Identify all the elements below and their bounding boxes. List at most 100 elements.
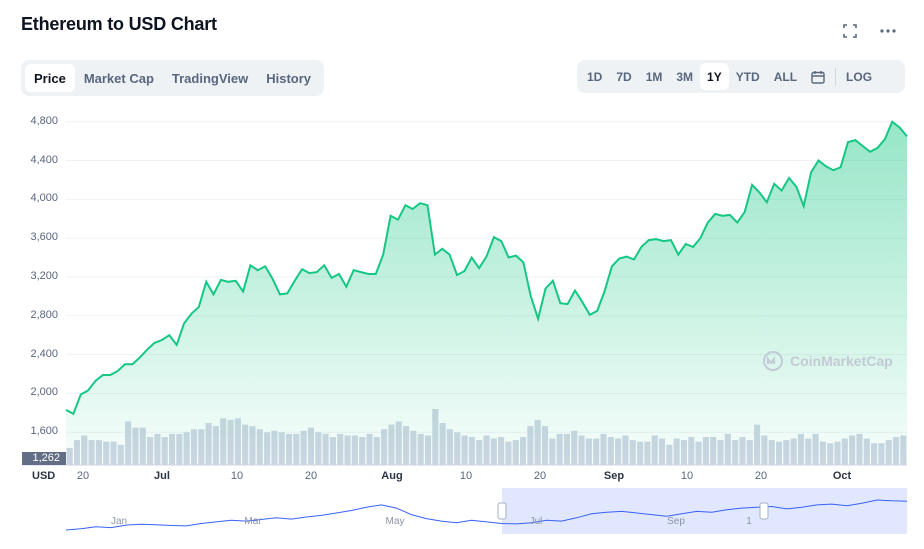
fullscreen-icon[interactable] (839, 20, 861, 42)
volume-bar (410, 430, 417, 465)
volume-bar (168, 433, 176, 465)
volume-bar (797, 433, 805, 465)
volume-bar (117, 444, 124, 465)
navigator-label: Jan (110, 516, 128, 527)
tab-price[interactable]: Price (25, 64, 75, 92)
volume-bar (505, 441, 512, 465)
volume-bar (571, 430, 578, 465)
more-icon[interactable] (877, 20, 899, 42)
volume-bar (549, 438, 556, 465)
range-ytd-button[interactable]: YTD (735, 69, 760, 84)
volume-bar (871, 443, 878, 465)
volume-bar (812, 433, 819, 465)
tab-tradingview[interactable]: TradingView (171, 70, 249, 86)
volume-bar (66, 447, 73, 465)
volume-bar (337, 433, 344, 465)
volume-bar (600, 433, 607, 465)
volume-bar (132, 427, 139, 465)
volume-bar (147, 437, 154, 465)
volume-bar (819, 441, 826, 465)
volume-bar (849, 435, 856, 465)
volume-bar (593, 438, 600, 465)
volume-bar (212, 426, 219, 465)
volume-bar (439, 423, 446, 465)
range-3m-button[interactable]: 3M (676, 69, 694, 84)
y-tick-label: 2,400 (30, 347, 58, 360)
volume-bar (717, 440, 724, 465)
x-tick-label: Sep (603, 470, 625, 482)
volume-bar (432, 409, 439, 465)
currency-label: USD (32, 470, 56, 482)
volume-bar (498, 437, 505, 465)
y-tick-label: 3,200 (30, 269, 58, 282)
volume-bar (205, 423, 212, 465)
volume-bar (512, 440, 519, 465)
volume-bar (446, 429, 453, 465)
volume-bar (315, 432, 322, 465)
navigator-left-handle[interactable] (497, 502, 507, 520)
volume-bar (183, 432, 190, 465)
volume-bar (688, 437, 695, 465)
navigator-label: May (385, 516, 405, 527)
range-1m-button[interactable]: 1M (645, 69, 663, 84)
volume-bar (424, 435, 432, 465)
chart-title: Ethereum to USD Chart (21, 14, 217, 34)
volume-bar (154, 433, 161, 465)
volume-bar (161, 437, 168, 465)
volume-bar (139, 427, 146, 465)
volume-bar (783, 440, 790, 465)
volume-bar (293, 433, 300, 465)
volume-bar (300, 430, 307, 465)
volume-bar (220, 418, 227, 465)
y-tick-label: 2,800 (30, 308, 58, 321)
time-range-selector: 1D 7D 1M 3M 1Y YTD ALL LOG (577, 60, 905, 93)
y-tick-label: 4,000 (30, 192, 58, 205)
navigator-right-handle[interactable] (759, 502, 769, 520)
tab-history[interactable]: History (266, 70, 312, 86)
volume-bar (520, 437, 527, 465)
volume-bar (607, 437, 614, 465)
volume-bar (249, 426, 256, 465)
volume-bar (81, 435, 88, 465)
x-tick-label: Jul (154, 470, 170, 482)
time-navigator[interactable] (65, 488, 908, 534)
volume-bar (556, 433, 563, 465)
volume-bar (417, 433, 424, 465)
navigator-label: 1 (746, 516, 752, 527)
volume-bar (805, 438, 812, 465)
coinmarketcap-logo-icon (763, 351, 783, 371)
volume-bar (900, 435, 907, 465)
volume-bar (724, 433, 731, 465)
volume-bar (234, 418, 241, 465)
volume-bar (892, 437, 900, 465)
volume-bar (483, 435, 490, 465)
navigator-selection[interactable] (502, 488, 907, 534)
log-scale-button[interactable]: LOG (846, 69, 873, 84)
range-1y-button[interactable]: 1Y (700, 63, 729, 90)
volume-bar (285, 433, 293, 465)
volume-bar (176, 433, 183, 465)
navigator-line (65, 499, 908, 531)
tab-market-cap[interactable]: Market Cap (83, 70, 154, 86)
volume-bar (534, 419, 541, 465)
y-tick-label: 2,000 (30, 386, 58, 399)
range-1d-button[interactable]: 1D (587, 69, 603, 84)
range-all-button[interactable]: ALL (773, 69, 798, 84)
x-tick-label: 20 (754, 470, 768, 482)
volume-bar (732, 440, 739, 465)
volume-bar (88, 440, 95, 465)
volume-bar (344, 435, 351, 465)
calendar-icon[interactable] (804, 63, 832, 90)
current-price-marker: 1,262 (22, 452, 66, 465)
volume-bar (329, 437, 336, 465)
volume-bar (622, 435, 629, 465)
range-divider (835, 67, 837, 86)
volume-bar (827, 443, 834, 465)
x-tick-label: 20 (76, 470, 90, 482)
range-7d-button[interactable]: 7D (616, 69, 632, 84)
volume-bar (403, 426, 410, 465)
navigator-label: Jul (529, 516, 543, 527)
x-tick-label: 10 (230, 470, 244, 482)
volume-bar (578, 435, 585, 465)
navigator-label: Sep (667, 516, 685, 527)
